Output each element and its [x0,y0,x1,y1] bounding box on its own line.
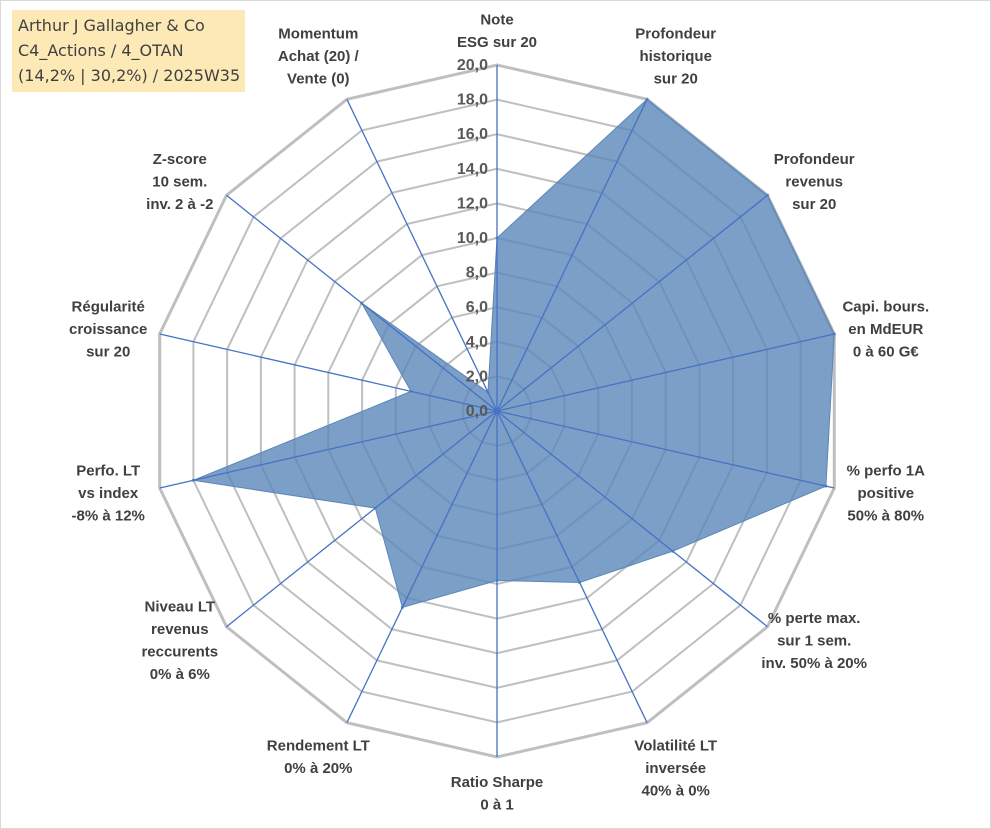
axis-label-line: inv. 50% à 20% [761,655,867,672]
tick-label: 12,0 [457,195,488,212]
axis-spoke [496,194,768,412]
axis-label-line: historique [639,48,712,65]
axis-label-line: vs index [78,485,139,502]
axis-spoke [226,194,498,412]
tick-label: 10,0 [457,230,488,247]
axis-label: Profondeur historique sur 20 [635,25,716,87]
category-labels: Note ESG sur 20 Profondeur historique sur 20… [69,12,929,814]
axis-label-line: reccurents [141,644,218,661]
axis-label-line: Capi. bours. [842,299,929,316]
axis-spoke [159,333,498,412]
axis-label-line: Régularité [72,299,145,316]
axis-spoke [496,99,648,412]
tick-label: 6,0 [466,299,488,316]
axis-label-line: Ratio Sharpe [451,774,544,791]
axis-label-line: % perfo 1A [847,462,926,479]
axis-label-line: Vente (0) [287,70,350,87]
axis-label-line: Volatilité LT [634,738,717,755]
axis-label-line: Profondeur [774,151,855,168]
axis-label-line: 0% à 6% [150,666,210,683]
axis-label: Ratio Sharpe 0 à 1 [451,774,544,814]
axis-label-line: Note [480,12,513,29]
axis-label-line: en MdEUR [848,321,923,338]
axis-label-line: inv. 2 à -2 [146,196,213,213]
axis-label: Z-score 10 sem. inv. 2 à -2 [146,151,213,213]
axis-spoke [496,410,835,489]
axis-label-line: Niveau LT [145,599,216,616]
axis-label-line: inversée [645,760,706,777]
tick-label: 2,0 [466,368,488,385]
axis-label: Note ESG sur 20 [457,12,537,52]
axis-label: Perfo. LT vs index -8% à 12% [72,462,145,524]
axis-label-line: 50% à 80% [847,507,924,524]
tick-label: 18,0 [457,92,488,109]
axis-label-line: Profondeur [635,25,716,42]
axis-label-line: sur 20 [654,70,698,87]
axis-label: Capi. bours. en MdEUR 0 à 60 G€ [842,299,929,361]
axis-spoke [159,410,498,489]
axis-label-line: Perfo. LT [76,462,140,479]
info-box: Arthur J Gallagher & Co C4_Actions / 4_O… [12,10,245,92]
tick-label: 4,0 [466,334,488,351]
axis-label: Momentum Achat (20) / Vente (0) [278,25,360,87]
axis-label-line: revenus [151,621,209,638]
axis-spoke [226,410,498,628]
axis-label: Régularité croissance sur 20 [69,299,147,361]
tick-label: 16,0 [457,126,488,143]
axis-spoke [496,410,768,628]
axis-label-line: Achat (20) / [278,48,360,65]
axis-label: % perte max. sur 1 sem. inv. 50% à 20% [761,610,867,672]
axis-label: Niveau LT revenus reccurents 0% à 6% [141,599,218,684]
axis-label-line: 0 à 60 G€ [853,344,920,361]
axis-label-line: Momentum [278,25,358,42]
tick-label: 8,0 [466,265,488,282]
axis-label-line: Z-score [153,151,207,168]
axis-label-line: sur 1 sem. [777,632,851,649]
axis-label: Volatilité LT inversée 40% à 0% [634,738,717,800]
radar-spokes [159,65,835,757]
tick-label: 14,0 [457,161,488,178]
axis-label-line: -8% à 12% [72,507,145,524]
axis-label: % perfo 1A positive 50% à 80% [847,462,926,524]
axis-spoke [496,333,835,412]
axis-label-line: ESG sur 20 [457,34,537,51]
axis-spoke [496,410,648,723]
axis-label-line: 40% à 0% [642,783,710,800]
info-category: C4_Actions / 4_OTAN [18,41,184,60]
axis-label: Profondeur revenus sur 20 [774,151,855,213]
axis-label-line: sur 20 [792,196,836,213]
axis-spoke [346,99,498,412]
axis-label: Rendement LT 0% à 20% [267,738,370,778]
info-period: (14,2% | 30,2%) / 2025W35 [18,66,241,85]
tick-label: 20,0 [457,57,488,74]
axis-label-line: % perte max. [768,610,861,627]
axis-label-line: 0% à 20% [284,760,352,777]
info-company: Arthur J Gallagher & Co [18,16,205,35]
axis-label-line: Rendement LT [267,738,370,755]
axis-label-line: 0 à 1 [480,797,513,814]
axis-label-line: 10 sem. [152,174,207,191]
radial-tick-labels: 0,0 2,0 4,0 6,0 8,0 10,0 12,0 14,0 16,0 18,0 20,0 [457,57,488,420]
axis-spoke [346,410,498,723]
axis-label-line: revenus [785,174,843,191]
axis-label-line: croissance [69,321,147,338]
tick-label: 0,0 [466,403,488,420]
axis-label-line: positive [857,485,914,502]
axis-label-line: sur 20 [86,344,130,361]
